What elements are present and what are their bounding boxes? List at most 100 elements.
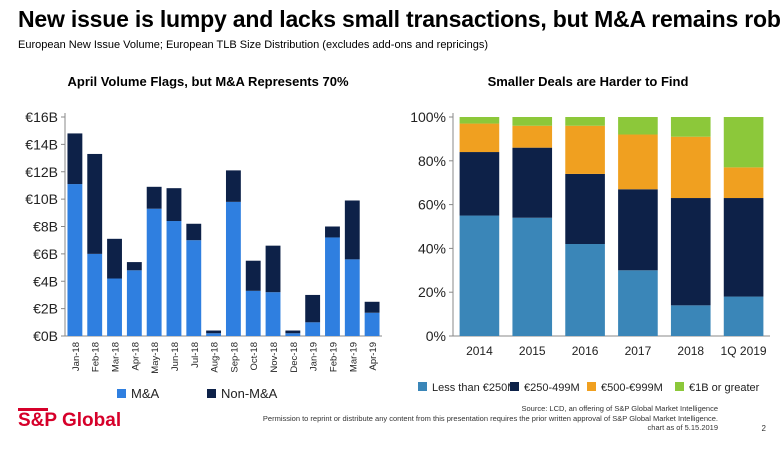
right-chart-title: Smaller Deals are Harder to Find	[487, 74, 689, 89]
y-tick-label: €16B	[25, 109, 58, 125]
y-tick-label: 0%	[426, 328, 446, 344]
x-tick-label: 2014	[466, 344, 493, 358]
bar-segment-m-a	[285, 333, 301, 336]
x-tick-label: 2016	[572, 344, 599, 358]
x-tick-label: Jan-19	[309, 342, 320, 371]
y-tick-label: 40%	[418, 240, 446, 256]
page-number: 2	[761, 424, 766, 433]
bar-segment-non-m-a	[305, 294, 321, 323]
x-tick-label: Nov-18	[269, 342, 280, 373]
bar-segment-m-a	[166, 221, 182, 336]
bar-segment-non-m-a	[87, 153, 103, 254]
bar-segment--500-999m	[723, 167, 764, 199]
slide-subtitle: European New Issue Volume; European TLB …	[18, 39, 488, 51]
y-tick-label: 20%	[418, 284, 446, 300]
bar-segment--500-999m	[459, 123, 500, 153]
bar-segment-m-a	[225, 201, 241, 336]
bar-segment-m-a	[305, 322, 321, 336]
bar-segment-m-a	[67, 184, 83, 336]
bar-segment-non-m-a	[344, 200, 360, 260]
x-tick-label: Mar-19	[348, 342, 359, 372]
bar-segment-non-m-a	[107, 238, 122, 279]
bar-segment-m-a	[245, 290, 261, 336]
legend-label: Non-M&A	[221, 386, 278, 401]
legend-swatch	[418, 382, 427, 391]
bar-segment-non-m-a	[325, 226, 340, 238]
bar-segment-non-m-a	[67, 133, 83, 185]
footer-notes: Source: LCD, an offering of S&P Global M…	[263, 404, 718, 433]
bar-segment--250-499m	[459, 152, 500, 216]
y-tick-label: €10B	[25, 191, 58, 207]
bar-segment-non-m-a	[245, 260, 261, 291]
legend-swatch	[675, 382, 684, 391]
bar-segment--1b-or-greater	[723, 117, 764, 168]
y-tick-label: €6B	[33, 246, 58, 262]
logo-accent	[18, 408, 48, 411]
x-tick-label: Apr-19	[368, 342, 379, 371]
legend-swatch	[117, 389, 126, 398]
bar-segment-less-than-250m	[670, 305, 711, 336]
bar-segment-m-a	[87, 253, 103, 336]
monthly-volume-chart: €0B €2B €4B €6B €8B €10B €12B €14B €16B Jan-18 Feb…	[25, 109, 382, 401]
y-tick-label: €0B	[33, 328, 58, 344]
bar-segment--1b-or-greater	[618, 117, 658, 135]
x-tick-label: Jan-18	[71, 342, 82, 371]
y-tick-label: 60%	[418, 197, 446, 213]
x-tick-label: May-18	[150, 342, 161, 374]
x-tick-label: Aug-18	[210, 342, 221, 373]
bar-segment--250-499m	[670, 198, 711, 306]
size-distribution-chart: 0% 20% 40% 60% 80% 100% 2014 2015 2016 2017 2018 1Q…	[410, 109, 770, 394]
bar-segment--250-499m	[512, 147, 553, 218]
permission-note: Permission to reprint or distribute any …	[262, 413, 718, 423]
bar-segment-less-than-250m	[459, 215, 500, 336]
slide-title: New issue is lumpy and lacks small trans…	[18, 6, 780, 32]
bar-segment-non-m-a	[265, 245, 281, 293]
x-tick-label: Mar-18	[111, 342, 122, 372]
x-tick-label: Jul-18	[190, 342, 201, 368]
legend-label: €1B or greater	[689, 382, 760, 394]
bar-segment-m-a	[265, 292, 281, 336]
x-tick-label: Oct-18	[249, 342, 260, 371]
legend-swatch	[207, 389, 216, 398]
x-tick-label: 2018	[677, 344, 704, 358]
bar-segment-less-than-250m	[723, 296, 764, 336]
x-tick-label: 2015	[519, 344, 546, 358]
sp-global-logo: S&P Global	[18, 410, 122, 431]
bar-segment-non-m-a	[285, 330, 301, 334]
bar-segment-non-m-a	[225, 170, 241, 202]
bar-segment-non-m-a	[126, 262, 142, 271]
x-tick-label: Apr-18	[130, 342, 141, 371]
y-tick-label: €12B	[25, 164, 58, 180]
bar-segment-non-m-a	[206, 330, 222, 334]
bar-segment-less-than-250m	[512, 217, 553, 336]
bar-segment-less-than-250m	[618, 270, 658, 336]
bar-segment-m-a	[146, 208, 162, 336]
bar-segment-m-a	[186, 240, 202, 336]
legend-label: Less than €250M	[432, 382, 516, 394]
bar-segment-non-m-a	[364, 301, 380, 313]
bar-segment-m-a	[206, 333, 222, 336]
bar-segment--500-999m	[618, 134, 658, 190]
x-tick-label: Sep-18	[229, 342, 240, 373]
bar-segment-less-than-250m	[565, 244, 605, 336]
legend-swatch	[587, 382, 596, 391]
bar-segment-m-a	[325, 237, 340, 336]
x-tick-label: 1Q 2019	[721, 344, 767, 358]
y-tick-label: €2B	[33, 301, 58, 317]
x-tick-label: Feb-18	[91, 342, 102, 372]
bar-segment-m-a	[364, 312, 380, 336]
bar-segment--1b-or-greater	[565, 117, 605, 126]
y-tick-label: 80%	[418, 153, 446, 169]
bar-segment--500-999m	[565, 125, 605, 174]
y-tick-label: €14B	[25, 136, 58, 152]
bar-segment-non-m-a	[186, 223, 202, 241]
bar-segment--250-499m	[618, 189, 658, 271]
date-note: chart as of 5.15.2019	[647, 423, 718, 432]
legend-swatch	[510, 382, 519, 391]
x-tick-label: Dec-18	[289, 342, 300, 373]
bar-segment--1b-or-greater	[512, 117, 553, 126]
bar-segment-non-m-a	[166, 188, 182, 222]
bar-segment--250-499m	[723, 198, 764, 297]
legend-label: €250-499M	[524, 382, 580, 394]
